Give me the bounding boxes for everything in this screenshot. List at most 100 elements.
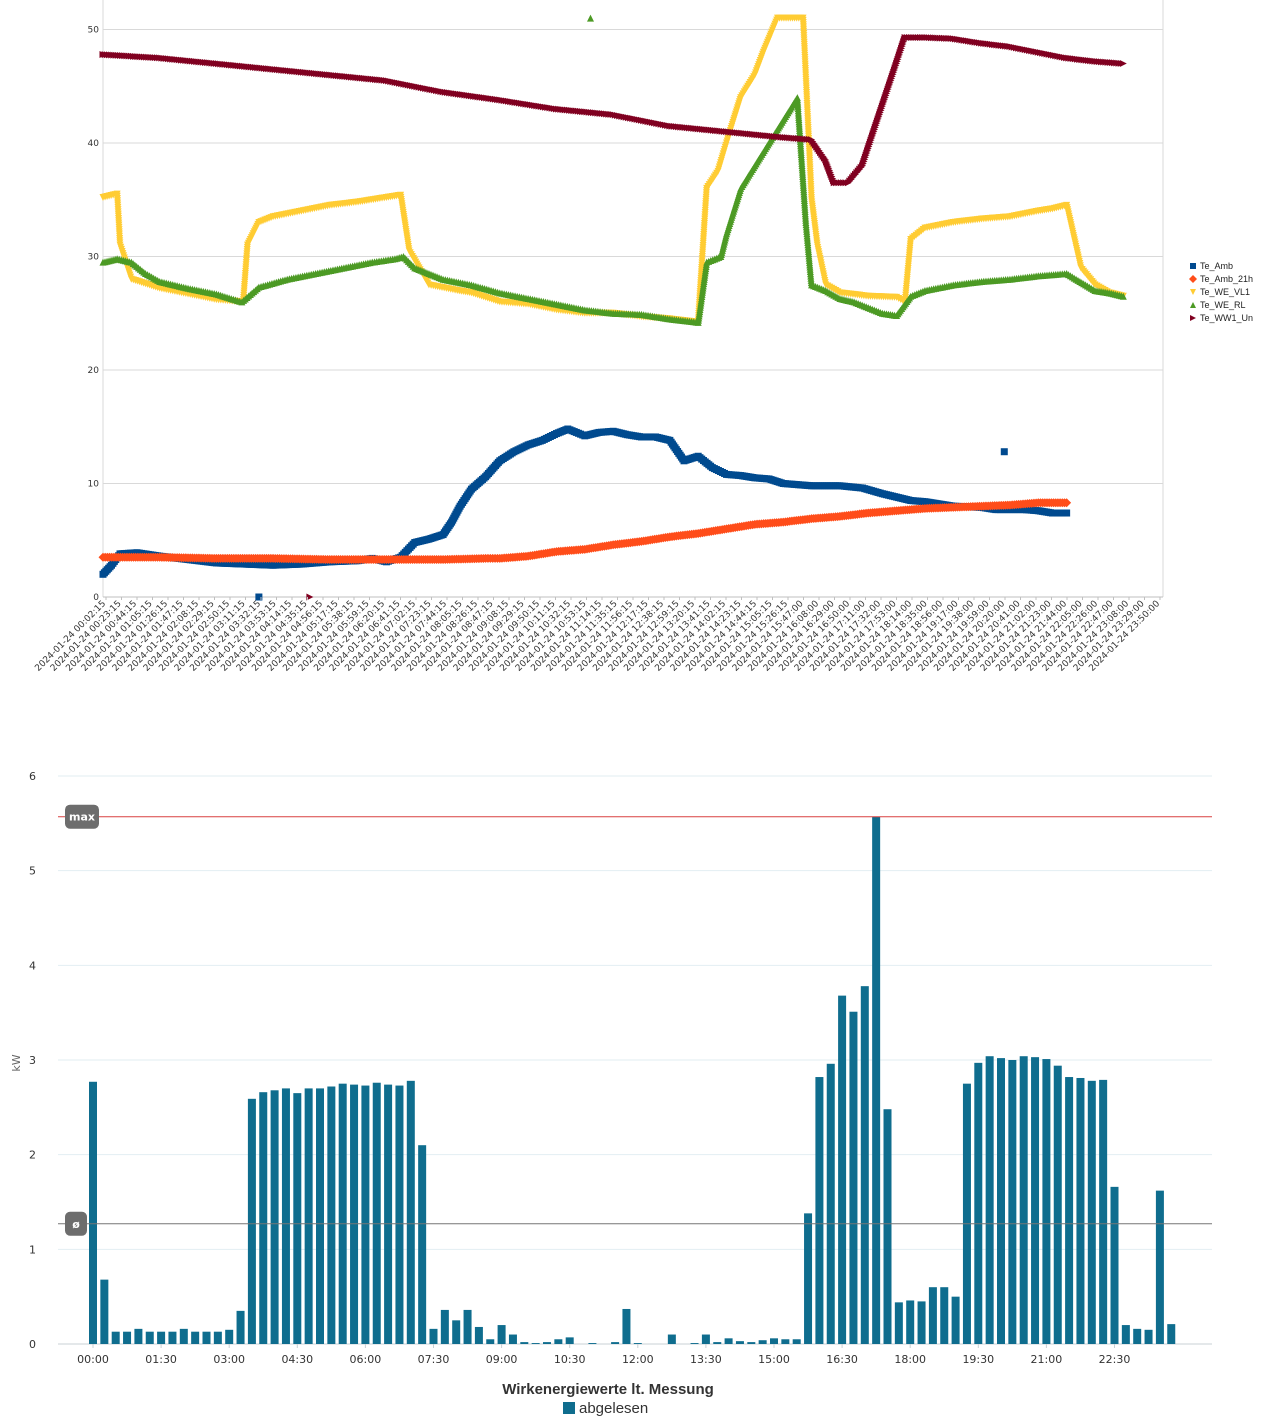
bar[interactable] (316, 1088, 324, 1344)
bar[interactable] (1087, 1080, 1096, 1344)
bar[interactable] (191, 1331, 200, 1344)
bar[interactable] (474, 1326, 483, 1344)
legend-item: Te_Amb (1190, 261, 1233, 271)
bar[interactable] (89, 1081, 97, 1344)
bar[interactable] (974, 1062, 983, 1344)
bar[interactable] (622, 1308, 631, 1344)
bar[interactable] (872, 816, 881, 1344)
bar[interactable] (225, 1329, 234, 1344)
bar[interactable] (667, 1334, 676, 1344)
bar[interactable] (1144, 1329, 1153, 1344)
bar[interactable] (928, 1287, 937, 1344)
legend-label[interactable]: abgelesen (579, 1400, 648, 1417)
bar[interactable] (690, 1343, 699, 1344)
bar[interactable] (247, 1098, 256, 1344)
bar[interactable] (440, 1309, 449, 1344)
bar[interactable] (304, 1088, 313, 1344)
bar[interactable] (1019, 1056, 1028, 1344)
bar[interactable] (940, 1287, 949, 1344)
bar[interactable] (838, 995, 847, 1344)
bar[interactable] (611, 1342, 620, 1344)
bar[interactable] (350, 1084, 359, 1344)
bar[interactable] (497, 1325, 506, 1344)
bar[interactable] (1053, 1065, 1062, 1344)
bar[interactable] (111, 1331, 120, 1344)
bar[interactable] (429, 1328, 438, 1344)
bar[interactable] (917, 1301, 926, 1344)
bar[interactable] (1099, 1079, 1108, 1344)
bar[interactable] (883, 1109, 892, 1344)
bar[interactable] (894, 1302, 903, 1344)
bar[interactable] (293, 1093, 302, 1344)
legend-swatch[interactable] (563, 1402, 575, 1414)
bar[interactable] (815, 1077, 824, 1344)
bar[interactable] (406, 1080, 415, 1344)
bar[interactable] (713, 1342, 722, 1344)
bar[interactable] (157, 1331, 166, 1344)
x-tick-label: 07:30 (418, 1353, 450, 1366)
bar[interactable] (236, 1310, 245, 1344)
bar[interactable] (372, 1082, 381, 1344)
bar[interactable] (781, 1339, 790, 1344)
bar[interactable] (588, 1343, 597, 1344)
bar[interactable] (554, 1339, 563, 1344)
y-tick-label: 0 (93, 593, 99, 603)
bar[interactable] (100, 1279, 109, 1344)
bar[interactable] (327, 1086, 336, 1344)
bar[interactable] (951, 1296, 960, 1344)
bar[interactable] (633, 1343, 642, 1344)
bar[interactable] (1065, 1077, 1074, 1344)
bar[interactable] (338, 1083, 347, 1344)
bar[interactable] (724, 1338, 733, 1344)
bar[interactable] (395, 1085, 404, 1344)
bar[interactable] (758, 1340, 767, 1344)
bar[interactable] (259, 1092, 268, 1344)
bar[interactable] (520, 1342, 529, 1344)
bar[interactable] (486, 1339, 495, 1344)
bar[interactable] (1155, 1190, 1164, 1344)
bar[interactable] (1167, 1324, 1176, 1344)
bar[interactable] (1031, 1057, 1040, 1344)
bar[interactable] (418, 1145, 427, 1344)
bar[interactable] (270, 1090, 279, 1344)
bar[interactable] (463, 1309, 472, 1344)
x-axis-ticks: 00:00 01:30 03:00 04:30 06:00 07:30 09:00 10:30… (77, 1344, 1130, 1366)
bar[interactable] (997, 1058, 1005, 1344)
bar[interactable] (565, 1337, 574, 1344)
bar[interactable] (701, 1334, 710, 1344)
bar[interactable] (1042, 1059, 1051, 1344)
bar[interactable] (145, 1331, 154, 1344)
bar[interactable] (906, 1300, 915, 1344)
bar[interactable] (1110, 1186, 1119, 1344)
bar[interactable] (1133, 1328, 1142, 1344)
bar[interactable] (1076, 1077, 1085, 1344)
bar[interactable] (804, 1213, 813, 1344)
bar[interactable] (735, 1341, 744, 1344)
bar[interactable] (213, 1331, 222, 1344)
bar[interactable] (747, 1342, 756, 1344)
bar[interactable] (826, 1063, 835, 1344)
bar[interactable] (134, 1328, 143, 1344)
legend[interactable]: abgelesen (563, 1400, 648, 1417)
bar[interactable] (361, 1085, 370, 1344)
bar[interactable] (543, 1342, 551, 1344)
bar[interactable] (123, 1331, 132, 1344)
bar[interactable] (179, 1328, 188, 1344)
bar[interactable] (281, 1088, 290, 1344)
bar[interactable] (508, 1334, 517, 1344)
bar[interactable] (770, 1338, 778, 1344)
bar[interactable] (1121, 1325, 1130, 1344)
bar[interactable] (860, 986, 869, 1344)
data-point (1190, 302, 1196, 308)
bar[interactable] (1008, 1060, 1017, 1344)
data-point (1190, 263, 1196, 269)
bar[interactable] (168, 1331, 177, 1344)
bar[interactable] (384, 1084, 393, 1344)
bar[interactable] (202, 1331, 211, 1344)
bar[interactable] (962, 1083, 971, 1344)
bar[interactable] (792, 1339, 801, 1344)
bar[interactable] (531, 1343, 540, 1344)
bar[interactable] (849, 1011, 858, 1344)
bar[interactable] (985, 1056, 994, 1344)
bar[interactable] (452, 1320, 461, 1344)
